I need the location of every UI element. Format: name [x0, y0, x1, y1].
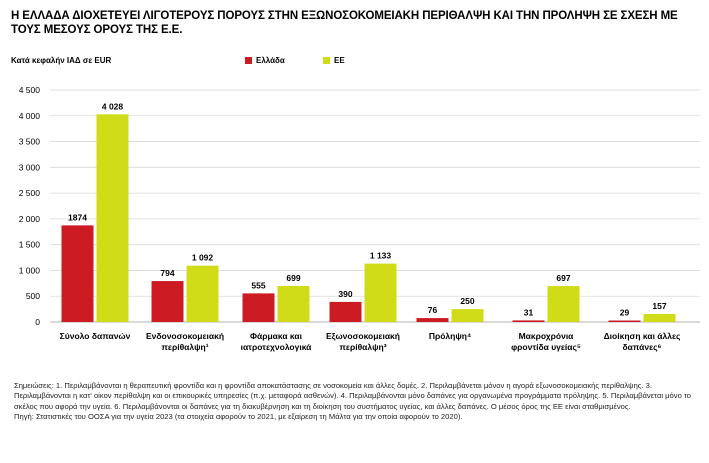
- bar-greece: [329, 301, 362, 322]
- legend-swatch-greece: [245, 57, 252, 64]
- bar-chart: 0 500 1 000 1 500 2 000 2 500 3 000 3 500 4 000 4…: [19, 85, 700, 352]
- y-tick-label: 1 500: [19, 240, 41, 250]
- y-tick-label: 0: [35, 317, 40, 327]
- data-label: 794: [160, 268, 174, 278]
- data-label: 1 092: [192, 253, 214, 263]
- legend-label-eu: ΕΕ: [334, 56, 345, 65]
- x-tick-label: Φάρμακα και: [250, 331, 303, 341]
- x-tick-label: Ενδονοσοκομειακή: [146, 331, 224, 341]
- data-label: 31: [524, 307, 534, 317]
- bar-eu: [364, 263, 397, 322]
- legend-greece: Ελλάδα: [245, 56, 285, 65]
- data-label: 157: [652, 301, 666, 311]
- chart-title: Η ΕΛΛΑΔΑ ΔΙΟΧΕΤΕΥΕΙ ΛΙΓΟΤΕΡΟΥΣ ΠΟΡΟΥΣ ΣΤ…: [11, 10, 678, 36]
- x-tick-label: ιατροτεχνολογικά: [241, 342, 313, 352]
- data-label: 4 028: [102, 101, 124, 111]
- legend-swatch-eu: [323, 57, 330, 64]
- data-label: 390: [338, 289, 352, 299]
- data-label: 555: [251, 280, 265, 290]
- bar-eu: [186, 265, 219, 322]
- y-tick-label: 500: [26, 291, 40, 301]
- bar-greece: [151, 281, 184, 322]
- data-label: 699: [286, 273, 300, 283]
- x-tick-label: Πρόληψη⁴: [429, 331, 471, 341]
- legend-eu: ΕΕ: [323, 56, 345, 65]
- y-axis-label: Κατά κεφαλήν ΙΑΔ σε EUR: [11, 56, 112, 65]
- y-tick-label: 3 500: [19, 137, 41, 147]
- y-tick-label: 2 500: [19, 188, 41, 198]
- bar-greece: [61, 225, 94, 322]
- y-tick-label: 1 000: [19, 265, 41, 275]
- x-tick-label: περίθαλψη¹: [161, 342, 208, 352]
- bar-greece: [608, 320, 641, 322]
- bar-eu: [643, 313, 676, 322]
- bar-eu: [547, 286, 580, 322]
- bar-greece: [512, 320, 545, 322]
- data-label: 1874: [68, 212, 87, 222]
- chart-notes: Σημειώσεις: 1. Περιλαμβάνονται η θεραπευ…: [14, 381, 702, 423]
- data-label: 1 133: [370, 251, 392, 261]
- data-label: 697: [556, 273, 570, 283]
- x-tick-label: Εξωνοσοκομειακή: [326, 331, 400, 341]
- notes-remarks: Σημειώσεις: 1. Περιλαμβάνονται η θεραπευ…: [14, 381, 692, 411]
- x-tick-label: δαπάνες⁶: [623, 342, 662, 352]
- x-tick-label: Σύνολο δαπανών: [60, 331, 131, 341]
- bar-greece: [242, 293, 275, 322]
- y-tick-label: 2 000: [19, 214, 41, 224]
- data-label: 76: [428, 305, 438, 315]
- x-tick-label: φροντίδα υγείας⁵: [511, 342, 581, 352]
- y-tick-label: 3 000: [19, 162, 41, 172]
- bar-eu: [277, 285, 310, 322]
- x-tick-label: Διοίκηση και άλλες: [604, 331, 681, 341]
- bar-eu: [451, 309, 484, 322]
- bar-greece: [416, 318, 449, 322]
- bar-eu: [96, 114, 129, 322]
- data-label: 29: [620, 308, 630, 318]
- y-tick-label: 4 500: [19, 85, 41, 95]
- x-tick-label: περίθαλψη³: [339, 342, 386, 352]
- legend-label-greece: Ελλάδα: [256, 56, 285, 65]
- y-tick-label: 4 000: [19, 111, 41, 121]
- notes-source: Πηγή: Στατιστικές του ΟΟΣΑ για την υγεία…: [14, 412, 463, 422]
- x-tick-label: Μακροχρόνια: [519, 331, 575, 341]
- data-label: 250: [460, 296, 474, 306]
